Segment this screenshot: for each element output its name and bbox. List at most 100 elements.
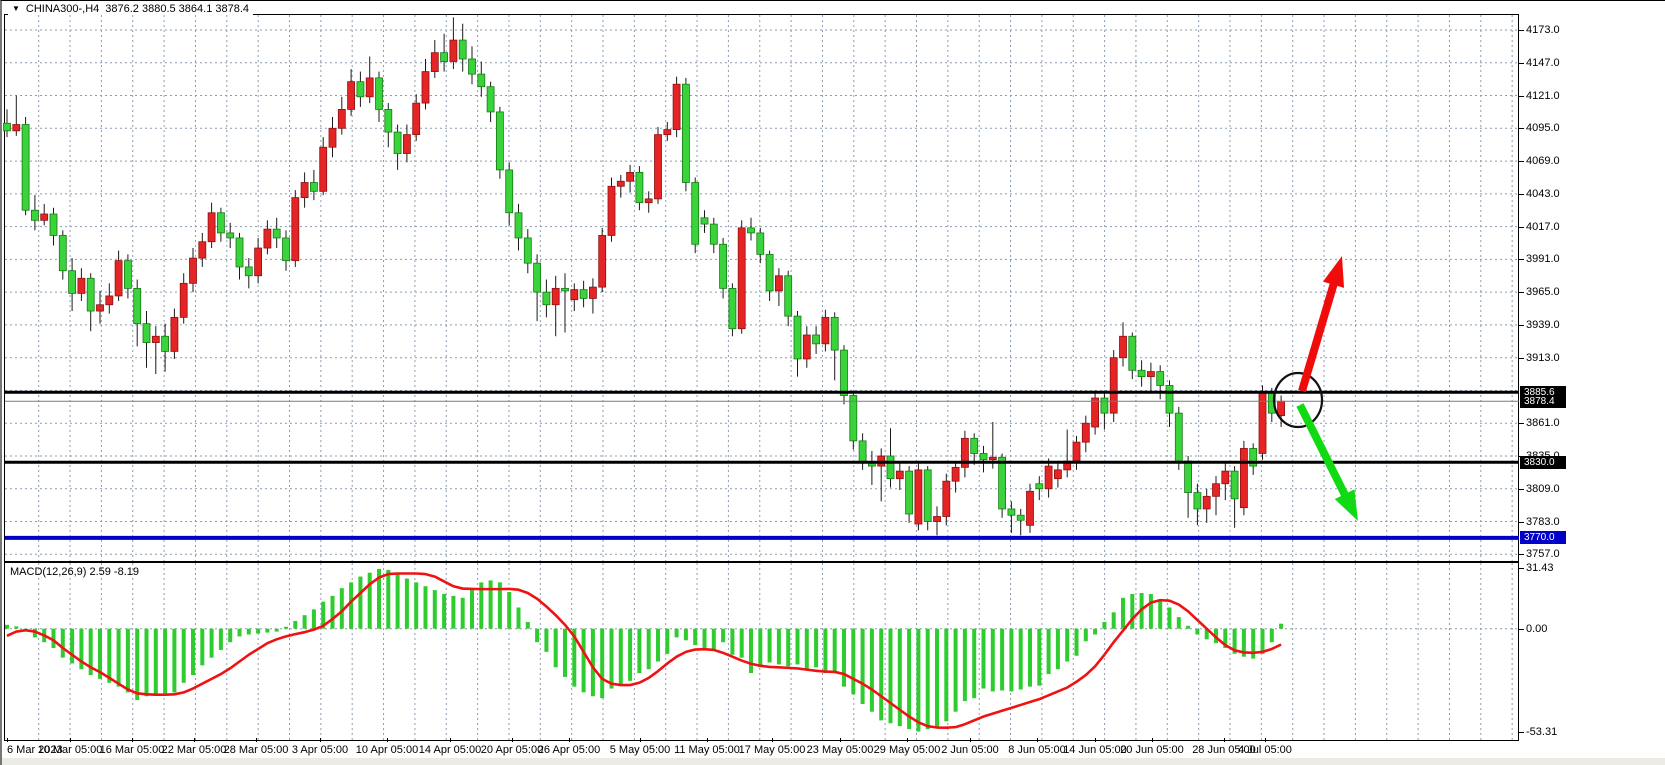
macd-histogram-bar [563,628,567,677]
macd-histogram-bar [990,628,995,692]
bear-candle [244,266,253,277]
bearish-scenario-arrow-shaft[interactable] [1296,403,1350,500]
macd-indicator-chart[interactable] [5,563,1519,741]
macd-indicator-label: MACD(12,26,9) 2.59 -8.19 [10,566,140,578]
time-axis-tick [707,738,708,742]
bull-candle [988,456,997,461]
axis-tick [1519,62,1524,64]
macd-histogram-bar [1000,628,1005,691]
time-axis-label: 10 Apr 05:00 [355,744,419,756]
axis-tick [1519,292,1524,294]
bull-candle [105,295,114,306]
bull-candle [1119,335,1127,359]
macd-histogram-bar [869,628,874,712]
time-axis-label: 22 Mar 05:00 [161,744,227,756]
macd-histogram-bar [1028,628,1032,687]
bear-candle [1128,335,1137,371]
bear-candle [1100,397,1109,414]
axis-tick [1519,324,1524,326]
bear-candle [858,440,867,463]
bull-candle [1044,465,1053,490]
macd-histogram-bar [1279,623,1284,629]
bear-candle [1165,385,1174,414]
bull-candle [291,197,300,262]
bear-candle [635,172,644,204]
time-axis-tick [1152,738,1153,742]
bear-candle [458,39,467,60]
price-badge: 3878.4 [1520,394,1566,408]
bear-candle [561,287,569,292]
macd-histogram-bar [1167,607,1172,629]
macd-histogram-bar [1158,599,1163,629]
bear-candle [68,270,76,294]
bull-candle [1258,392,1267,454]
price-axis-label: 3913.0 [1526,351,1560,364]
time-axis-label: 11 May 05:00 [674,744,740,756]
bull-candle [570,289,579,301]
macd-signal-line [6,572,1282,730]
macd-histogram-bar [1223,628,1228,648]
bear-candle [923,469,932,522]
macd-histogram-bar [470,590,474,629]
macd-histogram-bar [516,607,521,629]
price-axis-label: 4173.0 [1526,24,1560,36]
macd-histogram-bar [442,593,447,629]
time-axis-label: 23 May 05:00 [806,744,874,756]
macd-histogram-bar [572,628,577,687]
bear-candle [1007,508,1016,516]
bull-candle [654,134,662,200]
macd-histogram-bar [339,588,344,629]
bear-candle [235,237,244,268]
time-axis-tick [907,738,908,742]
macd-histogram-bar [1074,628,1079,656]
time-axis[interactable]: 6 Mar 2023 10 Mar 05:00 16 Mar 05:00 22 Mar… [2,738,1665,758]
bull-candle [1026,490,1034,526]
price-axis-label: 4069.0 [1526,155,1560,168]
bull-candle [951,466,960,482]
bull-candle [1147,371,1155,377]
bear-candle [1249,448,1258,467]
bull-candle [337,109,346,129]
price-axis-label: 4147.0 [1526,56,1560,69]
bull-candle [347,81,356,110]
axis-tick [1519,357,1524,359]
symbol-dropdown-icon[interactable]: ▼ [12,3,20,13]
bear-candle [309,182,318,192]
time-axis-tick [387,738,388,742]
bull-candle [96,304,104,312]
macd-histogram-bar [302,615,307,629]
macd-histogram-bar [144,628,149,697]
macd-histogram-bar [293,620,298,629]
bull-candle [607,185,616,236]
macd-histogram-bar [246,628,251,635]
bull-candle [449,39,458,62]
macd-histogram-bar [395,572,400,629]
macd-histogram-bar [1083,628,1088,642]
time-axis-tick [1224,738,1225,742]
candlestick-chart[interactable] [3,15,1519,562]
macd-histogram-bar [897,628,902,727]
macd-histogram-bar [32,628,37,638]
bear-candle [468,58,476,75]
macd-histogram-bar [349,582,354,629]
bull-candle [263,228,272,249]
macd-histogram-bar [79,628,84,670]
macd-histogram-bar [711,628,716,650]
bear-candle [133,287,142,325]
time-axis-tick [450,738,451,742]
time-axis-label: 6 Mar 2023 [7,744,63,756]
bearish-scenario-arrow-head[interactable] [1334,489,1358,521]
macd-histogram-bar [656,628,660,662]
bull-candle [1091,397,1099,428]
axis-tick [1519,521,1524,523]
pane-separator[interactable] [4,561,1519,563]
highlight-circle-annotation[interactable] [1272,371,1324,429]
price-badge: 3770.0 [1520,531,1566,545]
macd-histogram-bar [451,595,456,629]
macd-histogram-bar [749,628,753,674]
macd-histogram-bar [674,628,679,638]
bullish-scenario-arrow-shaft[interactable] [1298,279,1339,393]
bullish-scenario-arrow-head[interactable] [1322,256,1345,288]
macd-histogram-bar [479,582,484,629]
bull-candle [1081,422,1090,443]
